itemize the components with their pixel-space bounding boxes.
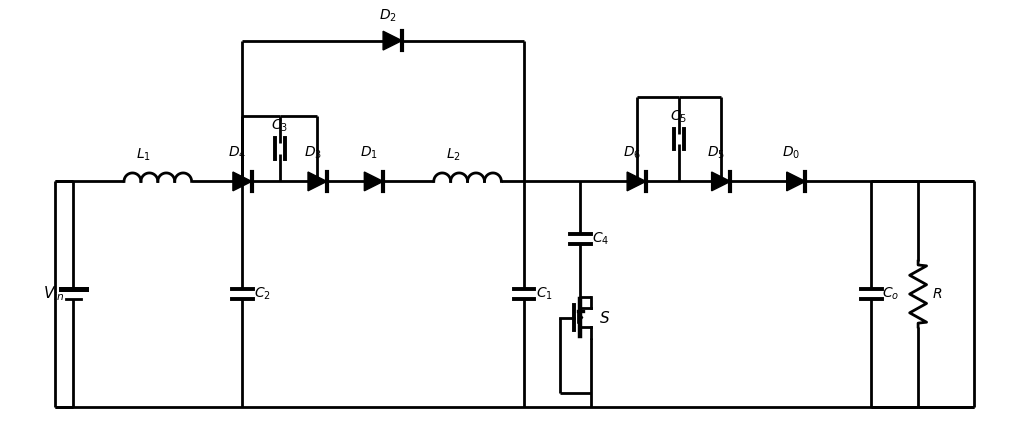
Text: $C_o$: $C_o$ — [883, 286, 899, 302]
Polygon shape — [308, 172, 327, 191]
Text: $D_1$: $D_1$ — [360, 144, 378, 161]
Text: $C_5$: $C_5$ — [670, 109, 687, 125]
Text: $L_1$: $L_1$ — [136, 146, 151, 163]
Text: $R$: $R$ — [932, 287, 943, 301]
Polygon shape — [627, 172, 646, 191]
Text: $D_3$: $D_3$ — [304, 144, 322, 161]
Text: $D_0$: $D_0$ — [782, 144, 801, 161]
Polygon shape — [578, 312, 582, 324]
Text: $C_2$: $C_2$ — [254, 286, 272, 302]
Text: $V_{in}$: $V_{in}$ — [43, 285, 65, 304]
Text: $D_2$: $D_2$ — [379, 7, 397, 24]
Text: $S$: $S$ — [599, 309, 610, 325]
Polygon shape — [787, 172, 806, 191]
Text: $D_5$: $D_5$ — [707, 144, 725, 161]
Text: $L_2$: $L_2$ — [446, 146, 461, 163]
Text: $C_4$: $C_4$ — [593, 231, 609, 247]
Polygon shape — [712, 172, 731, 191]
Text: $D_4$: $D_4$ — [228, 144, 247, 161]
Polygon shape — [233, 172, 252, 191]
Polygon shape — [364, 172, 383, 191]
Text: $C_1$: $C_1$ — [536, 286, 553, 302]
Polygon shape — [383, 31, 402, 50]
Text: $C_3$: $C_3$ — [272, 118, 288, 135]
Text: $D_6$: $D_6$ — [623, 144, 641, 161]
